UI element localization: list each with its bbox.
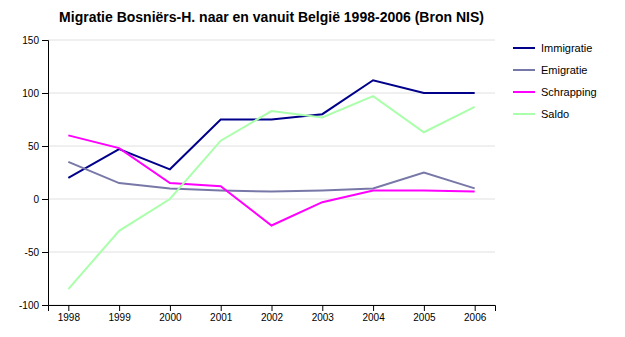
x-tick-mark: [475, 305, 476, 311]
x-tick-label: 2005: [413, 312, 436, 323]
grid-line: [48, 199, 495, 200]
x-axis: 1998 1999 2000 2001 2002 2003 2004 2005 2006: [49, 305, 496, 323]
x-tick: 2004: [362, 305, 385, 323]
legend-swatch: [513, 113, 535, 115]
x-tick: 2005: [413, 305, 436, 323]
y-grid: [48, 40, 495, 305]
x-tick-mark: [68, 305, 69, 311]
x-tick-label: 1998: [58, 312, 81, 323]
y-axis-line: [42, 41, 49, 306]
y-tick: -50: [25, 247, 48, 258]
legend-label: Immigratie: [541, 42, 592, 54]
x-tick-label: 2000: [159, 312, 182, 323]
series-line: [68, 135, 474, 225]
x-tick-label: 2002: [261, 312, 284, 323]
y-tick-label: 0: [33, 194, 39, 205]
x-tick-label: 1999: [108, 312, 131, 323]
x-tick: 2003: [312, 305, 335, 323]
legend-item: Saldo: [513, 108, 569, 120]
x-tick-label: 2006: [464, 312, 487, 323]
x-tick-mark: [424, 305, 425, 311]
legend-label: Schrapping: [541, 86, 597, 98]
legend-item: Schrapping: [513, 86, 597, 98]
x-tick: 2002: [261, 305, 284, 323]
x-tick-label: 2004: [362, 312, 385, 323]
x-tick-mark: [221, 305, 222, 311]
x-tick: 2000: [159, 305, 182, 323]
legend-label: Saldo: [541, 108, 569, 120]
series-line: [68, 162, 474, 192]
x-tick-mark: [322, 305, 323, 311]
y-tick-mark: [42, 305, 48, 306]
y-tick-mark: [42, 146, 48, 147]
x-tick-mark: [170, 305, 171, 311]
y-tick: 0: [33, 194, 48, 205]
y-tick-label: 50: [28, 141, 40, 152]
x-tick-mark: [272, 305, 273, 311]
y-axis: -100 -50 0 50 100 150: [19, 35, 49, 311]
x-tick: 2001: [210, 305, 233, 323]
series-line: [68, 96, 474, 289]
y-tick-label: -50: [25, 247, 40, 258]
y-tick: 150: [22, 35, 48, 46]
legend-item: Emigratie: [513, 64, 587, 76]
legend: Immigratie Emigratie Schrapping Saldo: [513, 42, 597, 120]
x-tick-mark: [119, 305, 120, 311]
y-tick-mark: [42, 93, 48, 94]
y-tick-mark: [42, 252, 48, 253]
x-tick-mark: [373, 305, 374, 311]
chart-container: 1998 1999 2000 2001 2002 2003 2004 2005 2006 -100…: [0, 0, 625, 337]
legend-item: Immigratie: [513, 42, 592, 54]
y-tick-mark: [42, 199, 48, 200]
series-line: [68, 80, 474, 178]
y-tick: 50: [28, 141, 48, 152]
plot-area: 1998 1999 2000 2001 2002 2003 2004 2005 2006 -100…: [19, 35, 496, 323]
legend-swatch: [513, 47, 535, 49]
chart-title: Migratie Bosniërs-H. naar en vanuit Belg…: [59, 9, 484, 25]
y-tick: -100: [19, 300, 48, 311]
y-tick-label: 100: [22, 88, 39, 99]
x-tick-label: 2001: [210, 312, 233, 323]
legend-label: Emigratie: [541, 64, 587, 76]
legend-swatch: [513, 69, 535, 71]
x-axis-line: [49, 306, 496, 312]
chart-svg: 1998 1999 2000 2001 2002 2003 2004 2005 2006 -100…: [0, 0, 625, 337]
x-tick-label: 2003: [312, 312, 335, 323]
y-tick-label: -100: [19, 300, 39, 311]
grid-line: [48, 40, 495, 41]
lines: [68, 80, 474, 289]
y-tick-label: 150: [22, 35, 39, 46]
grid-line: [48, 252, 495, 253]
x-tick: 1999: [108, 305, 131, 323]
y-tick: 100: [22, 88, 48, 99]
y-tick-mark: [42, 40, 48, 41]
x-tick: 1998: [58, 305, 81, 323]
x-tick: 2006: [464, 305, 487, 323]
legend-swatch: [513, 91, 535, 93]
